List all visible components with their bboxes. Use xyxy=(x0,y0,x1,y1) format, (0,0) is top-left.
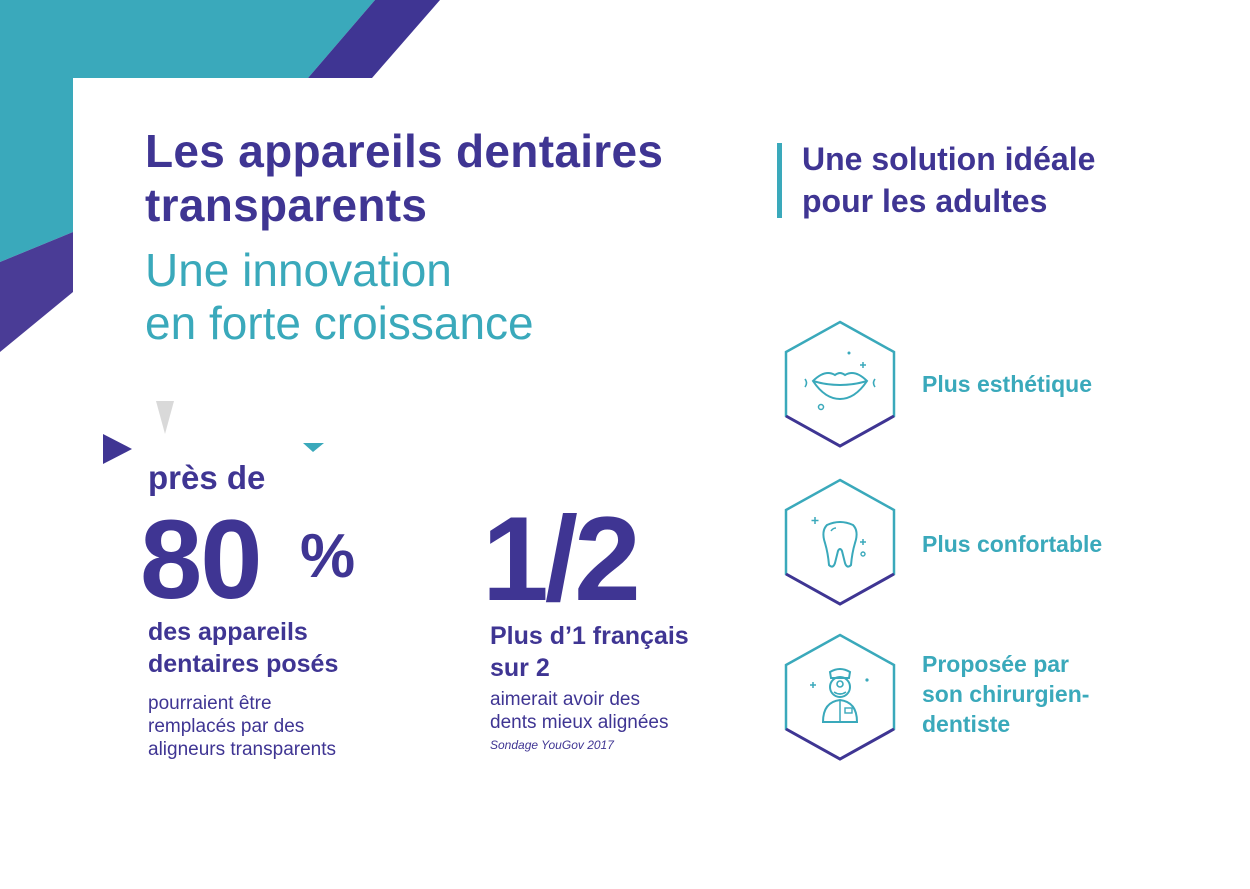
title-line-1: Les appareils dentaires xyxy=(145,125,664,177)
purple-corner-stripe xyxy=(308,0,440,78)
benefit-2-line-1: Plus confortable xyxy=(922,531,1103,557)
benefit-label-1: Plus esthétique xyxy=(922,369,1222,399)
subtitle-line-1: Une innovation xyxy=(145,244,452,296)
purple-left-shape xyxy=(0,232,73,352)
page-subtitle: Une innovation en forte croissance xyxy=(145,244,745,350)
teal-triangle-marker xyxy=(303,443,324,452)
stat2-highlight-line-2: sur 2 xyxy=(490,654,550,682)
tooth-icon xyxy=(784,478,896,606)
accent-bar xyxy=(777,143,782,218)
stat2-source: Sondage YouGov 2017 xyxy=(490,738,614,752)
benefit-3-line-1: Proposée par xyxy=(922,651,1069,677)
stat1-description: pourraient être remplacés par des aligne… xyxy=(148,692,468,761)
stat2-number: 1/2 xyxy=(482,492,641,626)
benefit-label-2: Plus confortable xyxy=(922,529,1222,559)
stat2-highlight: Plus d’1 français sur 2 xyxy=(490,620,770,684)
stat1-number: 80 xyxy=(140,497,263,622)
stat1-highlight-line-2: dentaires posés xyxy=(148,650,339,678)
stat2-description-line-2: dents mieux alignées xyxy=(490,712,669,733)
stat2-description-line-1: aimerait avoir des xyxy=(490,689,640,710)
teal-corner-shape xyxy=(0,0,375,262)
subtitle-line-2: en forte croissance xyxy=(145,297,534,349)
stat1-description-line-1: pourraient être xyxy=(148,693,272,714)
stat1-highlight: des appareils dentaires posés xyxy=(148,616,468,680)
right-heading-line-1: Une solution idéale xyxy=(802,141,1096,177)
right-heading-line-2: pour les adultes xyxy=(802,183,1048,219)
benefit-label-3: Proposée par son chirurgien- dentiste xyxy=(922,649,1222,739)
stat2-highlight-line-1: Plus d’1 français xyxy=(490,622,689,650)
lips-icon xyxy=(784,320,896,448)
title-line-2: transparents xyxy=(145,179,428,231)
benefit-3-line-2: son chirurgien- xyxy=(922,681,1090,707)
stat1-description-line-3: aligneurs transparents xyxy=(148,739,336,760)
benefit-3-line-3: dentiste xyxy=(922,711,1011,737)
stat1-prefix: près de xyxy=(148,459,266,496)
stat1-unit: % xyxy=(300,522,356,591)
benefit-1-line-1: Plus esthétique xyxy=(922,371,1092,397)
grey-triangle-marker xyxy=(156,401,174,434)
stat2-description: aimerait avoir des dents mieux alignées xyxy=(490,688,770,734)
stat1-highlight-line-1: des appareils xyxy=(148,618,308,646)
right-heading: Une solution idéale pour les adultes xyxy=(802,138,1222,222)
purple-triangle-marker xyxy=(103,434,132,464)
stat1-description-line-2: remplacés par des xyxy=(148,716,305,737)
dentist-icon xyxy=(784,633,896,761)
page-title: Les appareils dentaires transparents xyxy=(145,124,745,232)
